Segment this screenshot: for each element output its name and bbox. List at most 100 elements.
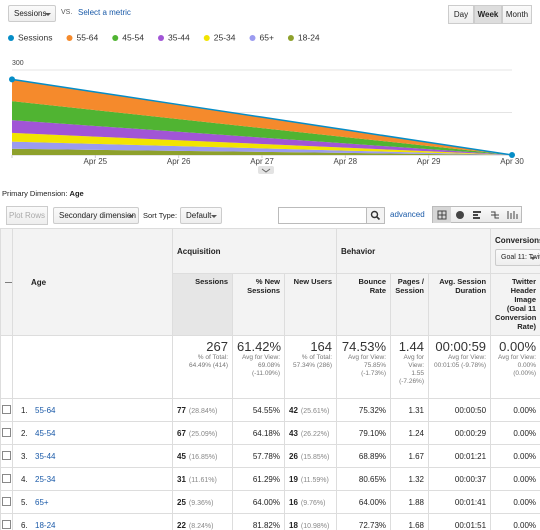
data-row: 6. 18-24 22 (8.24%) 81.82% 18 (10.98%) 72.73% 1.… bbox=[0, 513, 540, 530]
sort-type-dropdown[interactable]: Default bbox=[180, 207, 222, 224]
age-link[interactable]: 35-44 bbox=[35, 451, 56, 461]
metric-share: (8.24%) bbox=[188, 522, 214, 530]
metric-value: 77 bbox=[177, 405, 186, 415]
group-name: Behavior bbox=[341, 246, 376, 256]
legend-label: 18-24 bbox=[298, 32, 320, 42]
totals-spacer bbox=[12, 335, 173, 399]
goal-dropdown[interactable]: Goal 11: Twit bbox=[495, 249, 540, 266]
metric-cell: 77 (28.84%) bbox=[172, 398, 233, 422]
plot-rows-button[interactable]: Plot Rows bbox=[6, 206, 48, 225]
metric-value: 22 bbox=[177, 520, 186, 530]
age-link[interactable]: 55-64 bbox=[35, 405, 56, 415]
period-button[interactable]: Month bbox=[502, 5, 532, 24]
legend-label: 25-34 bbox=[214, 32, 236, 42]
x-tick-label: Apr 29 bbox=[417, 157, 441, 166]
metric-cell: 64.00% bbox=[336, 490, 392, 514]
metric-share: (10.98%) bbox=[300, 522, 330, 530]
search-button[interactable] bbox=[366, 207, 385, 224]
metric-cell: 1.32 bbox=[390, 467, 430, 491]
metric-cell: 16 (9.76%) bbox=[283, 490, 338, 514]
metric-cell: 64.00% bbox=[232, 490, 285, 514]
chart-resize-handle[interactable] bbox=[258, 166, 274, 174]
metric-cell: 0.00% bbox=[490, 421, 540, 445]
x-tick-label: Apr 27 bbox=[250, 157, 274, 166]
totals-cell: 61.42% Avg for View: 69.08% (-11.09%) bbox=[232, 335, 285, 399]
row-checkbox[interactable] bbox=[2, 450, 11, 460]
totals-value: 1.44 bbox=[398, 339, 425, 354]
age-cell: 5. 65+ bbox=[12, 490, 173, 514]
period-button[interactable]: Day bbox=[448, 5, 474, 24]
metric-cell: 0.00% bbox=[490, 490, 540, 514]
row-checkbox[interactable] bbox=[2, 427, 11, 437]
totals-note: Avg for View: 00:01:05 (-9.78%) bbox=[433, 354, 487, 369]
metric-cell: 1.67 bbox=[390, 444, 430, 468]
metric-dropdown[interactable]: Sessions bbox=[8, 5, 56, 22]
legend-swatch bbox=[66, 35, 73, 41]
metric-cell: 81.82% bbox=[232, 513, 285, 530]
metric-cell: 00:01:51 bbox=[428, 513, 492, 530]
totals-note: Avg for View: 75.85% (-1.73%) bbox=[347, 354, 387, 377]
primary-dimension: Primary Dimension: Age bbox=[2, 189, 84, 198]
row-checkbox[interactable] bbox=[2, 473, 11, 483]
metric-cell: 67 (25.09%) bbox=[172, 421, 233, 445]
age-link[interactable]: 25-34 bbox=[35, 474, 56, 484]
row-checkbox[interactable] bbox=[2, 496, 11, 506]
period-button[interactable]: Week bbox=[474, 5, 502, 24]
age-link[interactable]: 65+ bbox=[35, 497, 49, 507]
view-icons bbox=[433, 207, 518, 223]
metric-share: (16.85%) bbox=[188, 453, 218, 461]
totals-value: 00:00:59 bbox=[435, 339, 487, 354]
column-header[interactable]: Avg. Session Duration bbox=[428, 273, 492, 336]
primary-dimension-value: Age bbox=[69, 189, 84, 198]
column-header[interactable]: New Users bbox=[283, 273, 338, 336]
column-header[interactable]: Bounce Rate bbox=[336, 273, 392, 336]
totals-value: 0.00% bbox=[499, 339, 537, 354]
data-row: 1. 55-64 77 (28.84%) 54.55% 42 (25.61%) 75.32% 1… bbox=[0, 398, 540, 422]
row-index: 1. bbox=[21, 405, 28, 415]
legend-swatch bbox=[8, 35, 14, 41]
row-index: 5. bbox=[21, 497, 28, 507]
select-all-cell: — bbox=[0, 228, 13, 336]
view-switcher[interactable] bbox=[432, 206, 522, 223]
totals-cell: 1.44 Avg for View: 1.55 (-7.26%) bbox=[390, 335, 430, 399]
age-link[interactable]: 45-54 bbox=[35, 428, 56, 438]
totals-cell: 74.53% Avg for View: 75.85% (-1.73%) bbox=[336, 335, 392, 399]
checkbox-cell bbox=[0, 513, 13, 530]
totals-cell: 164% of Total: 57.34% (286) bbox=[283, 335, 338, 399]
checkbox-cell bbox=[0, 421, 13, 445]
totals-cell: 267% of Total: 64.49% (414) bbox=[172, 335, 233, 399]
group-header: Conversions Goal 11: Twit bbox=[490, 228, 540, 274]
legend-swatch bbox=[158, 35, 164, 41]
metric-value: 16 bbox=[289, 497, 298, 507]
series-line bbox=[11, 78, 513, 156]
column-header[interactable]: Twitter Header Image (Goal 11 Conversion… bbox=[490, 273, 540, 336]
select-metric-link[interactable]: Select a metric bbox=[78, 8, 131, 17]
checkbox-cell bbox=[0, 398, 13, 422]
column-header[interactable]: Pages / Session bbox=[390, 273, 430, 336]
metric-value: 67 bbox=[177, 428, 186, 438]
metric-value: 45 bbox=[177, 451, 186, 461]
metric-cell: 1.68 bbox=[390, 513, 430, 530]
age-cell: 2. 45-54 bbox=[12, 421, 173, 445]
row-index: 2. bbox=[21, 428, 28, 438]
secondary-dimension-dropdown[interactable]: Secondary dimension bbox=[53, 207, 139, 224]
row-checkbox[interactable] bbox=[2, 519, 11, 529]
metric-cell: 18 (10.98%) bbox=[283, 513, 338, 530]
metric-value: 26 bbox=[289, 451, 298, 461]
totals-cell: 0.00% Avg for View: 0.00% (0.00%) bbox=[490, 335, 540, 399]
data-row: 5. 65+ 25 (9.36%) 64.00% 16 (9.76%) 64.00% 1.88 0… bbox=[0, 490, 540, 514]
advanced-link[interactable]: advanced bbox=[390, 210, 425, 219]
row-index: 6. bbox=[21, 520, 28, 530]
legend-label: 45-54 bbox=[122, 32, 144, 42]
column-header-row: Sessions% New Sessions New Users Bounce Ra… bbox=[1, 273, 540, 336]
row-checkbox[interactable] bbox=[2, 404, 11, 414]
column-header[interactable]: % New Sessions bbox=[232, 273, 285, 336]
group-header: Acquisition bbox=[171, 228, 338, 274]
metric-cell: 0.00% bbox=[490, 444, 540, 468]
search-box[interactable] bbox=[278, 207, 368, 224]
legend-label: 55-64 bbox=[77, 32, 99, 42]
column-header[interactable]: Sessions bbox=[172, 273, 233, 336]
age-link[interactable]: 18-24 bbox=[35, 520, 56, 530]
group-header: Behavior bbox=[336, 228, 492, 274]
